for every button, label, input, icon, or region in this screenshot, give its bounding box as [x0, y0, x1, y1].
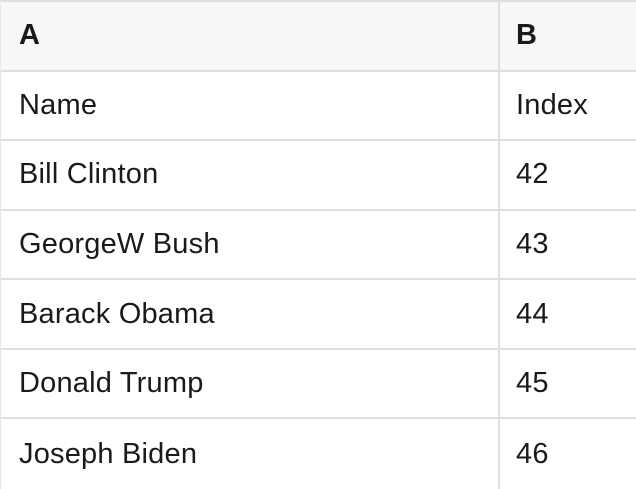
- cell-index[interactable]: 43: [498, 210, 636, 279]
- cell-index[interactable]: 45: [498, 349, 636, 418]
- column-header-row: A B: [1, 2, 636, 72]
- cell-name[interactable]: Donald Trump: [19, 367, 204, 400]
- cell-name[interactable]: Bill Clinton: [19, 158, 159, 191]
- cell-index-header[interactable]: Index: [498, 71, 636, 140]
- column-header-a[interactable]: A: [1, 2, 498, 70]
- table-row: Barack Obama 44: [1, 280, 636, 350]
- cell-name[interactable]: GeorgeW Bush: [19, 227, 220, 260]
- cell-name-header[interactable]: Name: [19, 88, 98, 121]
- cell-index[interactable]: 42: [498, 141, 636, 209]
- table-row: Name Index: [1, 71, 636, 142]
- cell-index[interactable]: 46: [498, 419, 636, 489]
- table-row: Donald Trump 45: [1, 349, 636, 420]
- table-row: Joseph Biden 46: [1, 419, 636, 489]
- cell-index[interactable]: 44: [498, 280, 636, 348]
- cell-name[interactable]: Joseph Biden: [19, 437, 198, 470]
- cell-name[interactable]: Barack Obama: [19, 297, 215, 330]
- table-row: Bill Clinton 42: [1, 141, 636, 211]
- table-row: GeorgeW Bush 43: [1, 210, 636, 281]
- column-header-b[interactable]: B: [498, 2, 636, 70]
